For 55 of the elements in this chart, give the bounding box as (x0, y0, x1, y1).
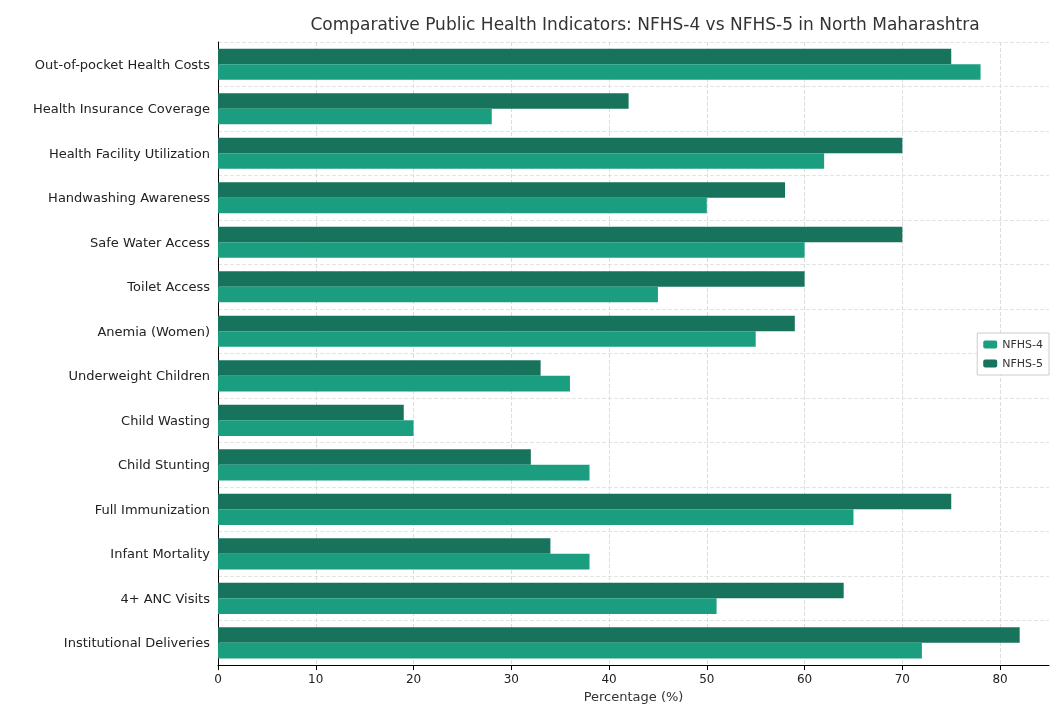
x-tick-label: 0 (214, 672, 222, 687)
x-tick-label: 80 (992, 672, 1008, 687)
bar (218, 598, 717, 614)
bar (218, 271, 805, 287)
bar (218, 642, 922, 659)
y-tick-label: Institutional Deliveries (63, 635, 211, 651)
y-tick-label: Toilet Access (126, 279, 211, 295)
bar (218, 242, 805, 258)
y-tick-label: Full Immunization (94, 501, 210, 517)
y-tick-label: Health Insurance Coverage (32, 101, 210, 117)
y-tick-label: Anemia (Women) (97, 323, 210, 339)
bar (218, 553, 590, 570)
x-tick-label: 70 (894, 672, 910, 687)
chart-title: Comparative Public Health Indicators: NFHS-4 vs NFHS-5 in North Maharashtra (310, 13, 980, 34)
y-tick-label: 4+ ANC Visits (120, 590, 211, 606)
bar (218, 493, 952, 510)
x-tick-label: 60 (796, 672, 813, 687)
bar (218, 404, 404, 421)
bar (218, 108, 492, 125)
bar (218, 509, 854, 525)
legend-label: NFHS-5 (1002, 357, 1043, 370)
bar (218, 286, 658, 303)
legend-label: NFHS-4 (1002, 338, 1043, 351)
bar (218, 420, 414, 436)
y-tick-label: Child Wasting (121, 412, 210, 428)
bar (218, 197, 707, 214)
bar (218, 464, 590, 481)
y-tick-label: Underweight Children (68, 368, 210, 384)
y-tick-label: Infant Mortality (110, 546, 211, 562)
x-tick-label: 20 (405, 672, 422, 687)
y-tick-label: Safe Water Access (90, 234, 211, 250)
x-tick-label: 10 (308, 672, 324, 687)
x-tick-label: 30 (503, 672, 519, 687)
bar (218, 538, 551, 554)
bar (218, 627, 1020, 643)
y-tick-label: Out-of-pocket Health Costs (34, 56, 211, 72)
y-tick-label: Child Stunting (118, 457, 210, 473)
bar (218, 93, 629, 109)
bar (218, 360, 541, 376)
bar (218, 137, 903, 154)
x-axis-title: Percentage (%) (583, 689, 684, 704)
x-tick-label: 40 (601, 672, 617, 687)
bar (218, 315, 795, 332)
bar (218, 582, 844, 599)
bar (218, 375, 570, 392)
y-tick-label: Health Facility Utilization (48, 145, 210, 161)
bar (218, 449, 531, 465)
bar (218, 153, 825, 169)
bar (218, 331, 756, 347)
bar (218, 182, 786, 198)
bar (218, 48, 952, 65)
x-tick-label: 50 (699, 672, 715, 687)
bar (218, 226, 903, 243)
y-tick-label: Handwashing Awareness (48, 190, 211, 206)
bar (218, 64, 981, 80)
